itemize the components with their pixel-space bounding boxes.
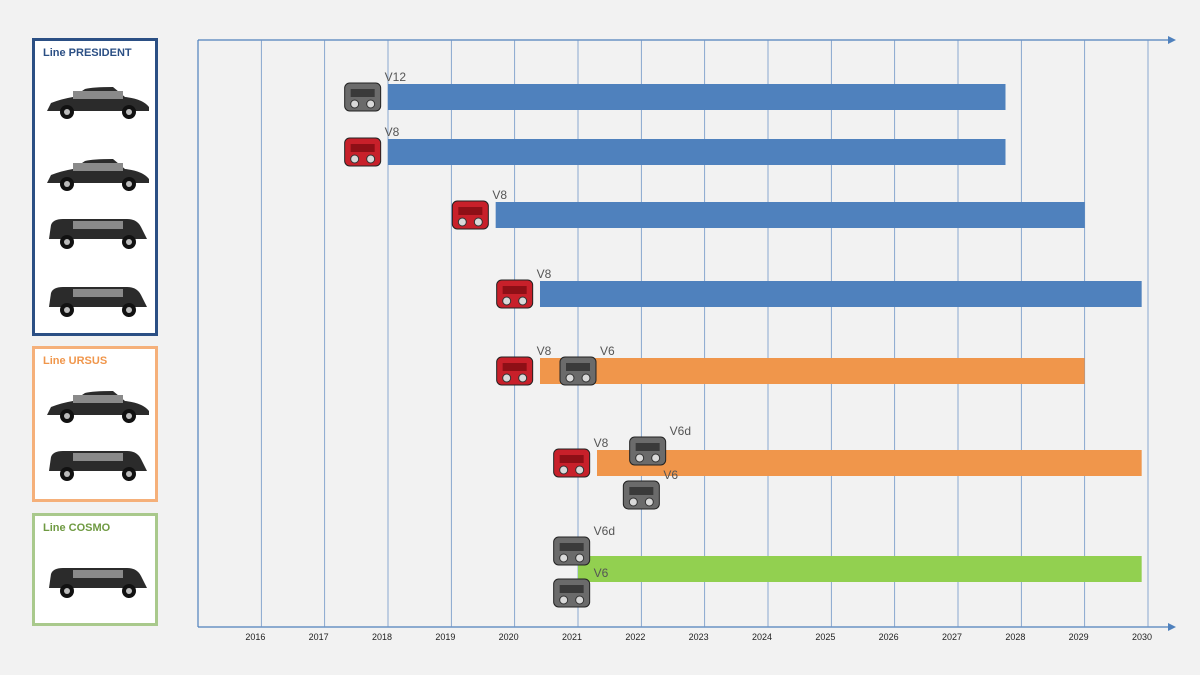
engine-label-v8: V8	[537, 344, 552, 358]
engine-v8-icon	[496, 279, 534, 309]
engine-v6-icon	[553, 578, 591, 608]
suv-car-image-1	[49, 451, 147, 481]
engine-label-v6: V6	[663, 468, 678, 482]
year-tick-labels: 2016 2017 2018 2019 2020 2021 2022 2023 2024 2025…	[245, 632, 1152, 642]
bar-ursus-5	[597, 450, 1142, 476]
engine-v12-icon	[344, 82, 382, 112]
tick-label-2029: 2029	[1069, 632, 1089, 642]
engine-label-v8: V8	[594, 436, 609, 450]
tick-label-2023: 2023	[689, 632, 709, 642]
bar-president-0	[388, 84, 1006, 110]
bottom-axis-arrow-icon	[1168, 623, 1176, 631]
tick-label-2018: 2018	[372, 632, 392, 642]
bar-president-2	[495, 202, 1085, 228]
engine-label-v6: V6	[594, 566, 609, 580]
bar-president-1	[388, 139, 1006, 165]
tick-label-2025: 2025	[815, 632, 835, 642]
engine-markers: V12 V8 V8 V8 V8 V6 V8 V6d V6 V6d V6	[344, 70, 691, 608]
suv-car-image-2	[49, 219, 147, 249]
tick-label-2021: 2021	[562, 632, 582, 642]
sedan-car-image-0	[47, 87, 149, 119]
bar-cosmo-6	[578, 556, 1142, 582]
engine-label-v6d: V6d	[670, 424, 691, 438]
suv-car-image-0	[49, 568, 147, 598]
engine-v8-icon	[496, 356, 534, 386]
line-president-panel: Line PRESIDENT	[32, 38, 158, 336]
engine-label-v8: V8	[492, 188, 507, 202]
sedan-car-image-1	[47, 159, 149, 191]
timeline-grid	[197, 36, 1176, 631]
tick-label-2017: 2017	[309, 632, 329, 642]
engine-label-v6d: V6d	[594, 524, 615, 538]
engine-v6-icon	[622, 480, 660, 510]
sedan-car-image-0	[47, 391, 149, 423]
tick-label-2027: 2027	[942, 632, 962, 642]
engine-v6d-icon	[553, 536, 591, 566]
tick-label-2016: 2016	[245, 632, 265, 642]
engine-v8-icon	[344, 137, 382, 167]
tick-label-2026: 2026	[879, 632, 899, 642]
tick-label-2019: 2019	[435, 632, 455, 642]
line-ursus-panel: Line URSUS	[32, 346, 158, 502]
tick-label-2028: 2028	[1005, 632, 1025, 642]
engine-v6d-icon	[629, 436, 667, 466]
line-ursus-title: Line URSUS	[43, 355, 108, 367]
line-cosmo-panel: Line COSMO	[32, 513, 158, 626]
top-axis-arrow-icon	[1168, 36, 1176, 44]
engine-label-v8: V8	[537, 267, 552, 281]
tick-label-2024: 2024	[752, 632, 772, 642]
bar-ursus-4	[540, 358, 1085, 384]
timeline-bars	[388, 84, 1142, 582]
tick-label-2030: 2030	[1132, 632, 1152, 642]
tick-label-2020: 2020	[499, 632, 519, 642]
line-president-title: Line PRESIDENT	[43, 47, 132, 59]
engine-label-v6: V6	[600, 344, 615, 358]
bar-president-3	[540, 281, 1142, 307]
line-cosmo-title: Line COSMO	[43, 522, 111, 534]
engine-label-v8: V8	[385, 125, 400, 139]
suv-car-image-3	[49, 287, 147, 317]
engine-v6-icon	[559, 356, 597, 386]
engine-v8-icon	[451, 200, 489, 230]
tick-label-2022: 2022	[625, 632, 645, 642]
engine-label-v12: V12	[385, 70, 407, 84]
engine-v8-icon	[553, 448, 591, 478]
